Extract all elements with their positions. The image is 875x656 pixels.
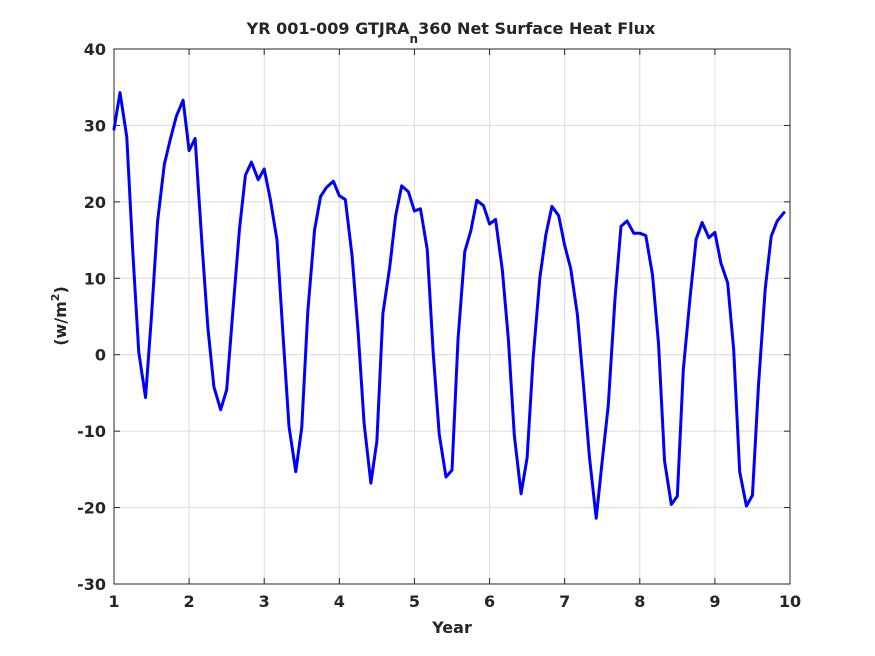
x-tick-label: 1 (108, 592, 119, 611)
x-tick-label: 5 (409, 592, 420, 611)
x-tick-label: 7 (559, 592, 570, 611)
x-tick-labels: 1 2 3 4 5 6 7 8 9 10 (108, 592, 801, 611)
grid-layer (114, 49, 790, 584)
y-axis-label: (w/m2) (49, 286, 70, 346)
chart-title: YR 001-009 GTJRAn360 Net Surface Heat Fl… (246, 19, 656, 46)
y-tick-label: 10 (84, 269, 106, 288)
x-axis-label: Year (431, 618, 472, 637)
plot-area-frame (113, 48, 791, 585)
x-tick-label: 4 (334, 592, 345, 611)
y-tick-label: -10 (77, 422, 106, 441)
x-tick-label: 2 (184, 592, 195, 611)
tick-layer (113, 48, 791, 585)
series-line-net-surface-heat-flux (112, 91, 786, 520)
x-tick-label: 10 (779, 592, 801, 611)
y-tick-label: 40 (84, 40, 106, 59)
x-tick-label: 8 (634, 592, 645, 611)
x-tick-label: 6 (484, 592, 495, 611)
y-tick-label: 30 (84, 116, 106, 135)
y-tick-label: 20 (84, 193, 106, 212)
y-tick-label: 0 (95, 346, 106, 365)
y-tick-label: -20 (77, 499, 106, 518)
y-tick-labels: -30 -20 -10 0 10 20 30 40 (77, 40, 106, 594)
y-tick-label: -30 (77, 575, 106, 594)
series-layer (112, 91, 786, 520)
x-tick-label: 3 (259, 592, 270, 611)
x-tick-label: 9 (709, 592, 720, 611)
